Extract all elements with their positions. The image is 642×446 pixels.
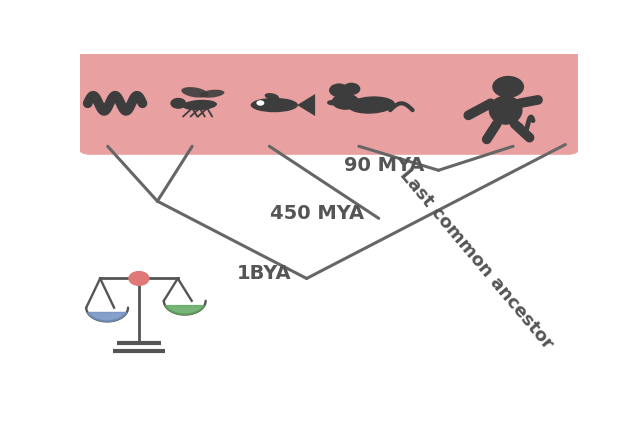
Circle shape: [342, 83, 360, 95]
Ellipse shape: [181, 87, 208, 98]
Text: Last common ancestor: Last common ancestor: [395, 166, 556, 353]
Circle shape: [170, 98, 186, 109]
Ellipse shape: [489, 95, 523, 125]
Circle shape: [256, 100, 265, 106]
Polygon shape: [297, 94, 315, 116]
Ellipse shape: [265, 93, 279, 100]
Ellipse shape: [348, 96, 395, 114]
Circle shape: [492, 76, 524, 98]
Text: 90 MYA: 90 MYA: [343, 156, 424, 175]
Ellipse shape: [182, 100, 217, 110]
FancyBboxPatch shape: [78, 47, 580, 155]
Polygon shape: [88, 313, 126, 322]
Circle shape: [329, 83, 349, 97]
Circle shape: [129, 272, 149, 285]
Ellipse shape: [200, 90, 225, 98]
Ellipse shape: [250, 98, 298, 112]
Ellipse shape: [332, 93, 359, 110]
Text: 1BYA: 1BYA: [237, 264, 291, 283]
Text: 450 MYA: 450 MYA: [270, 204, 363, 223]
Polygon shape: [165, 306, 204, 314]
Ellipse shape: [327, 100, 338, 105]
